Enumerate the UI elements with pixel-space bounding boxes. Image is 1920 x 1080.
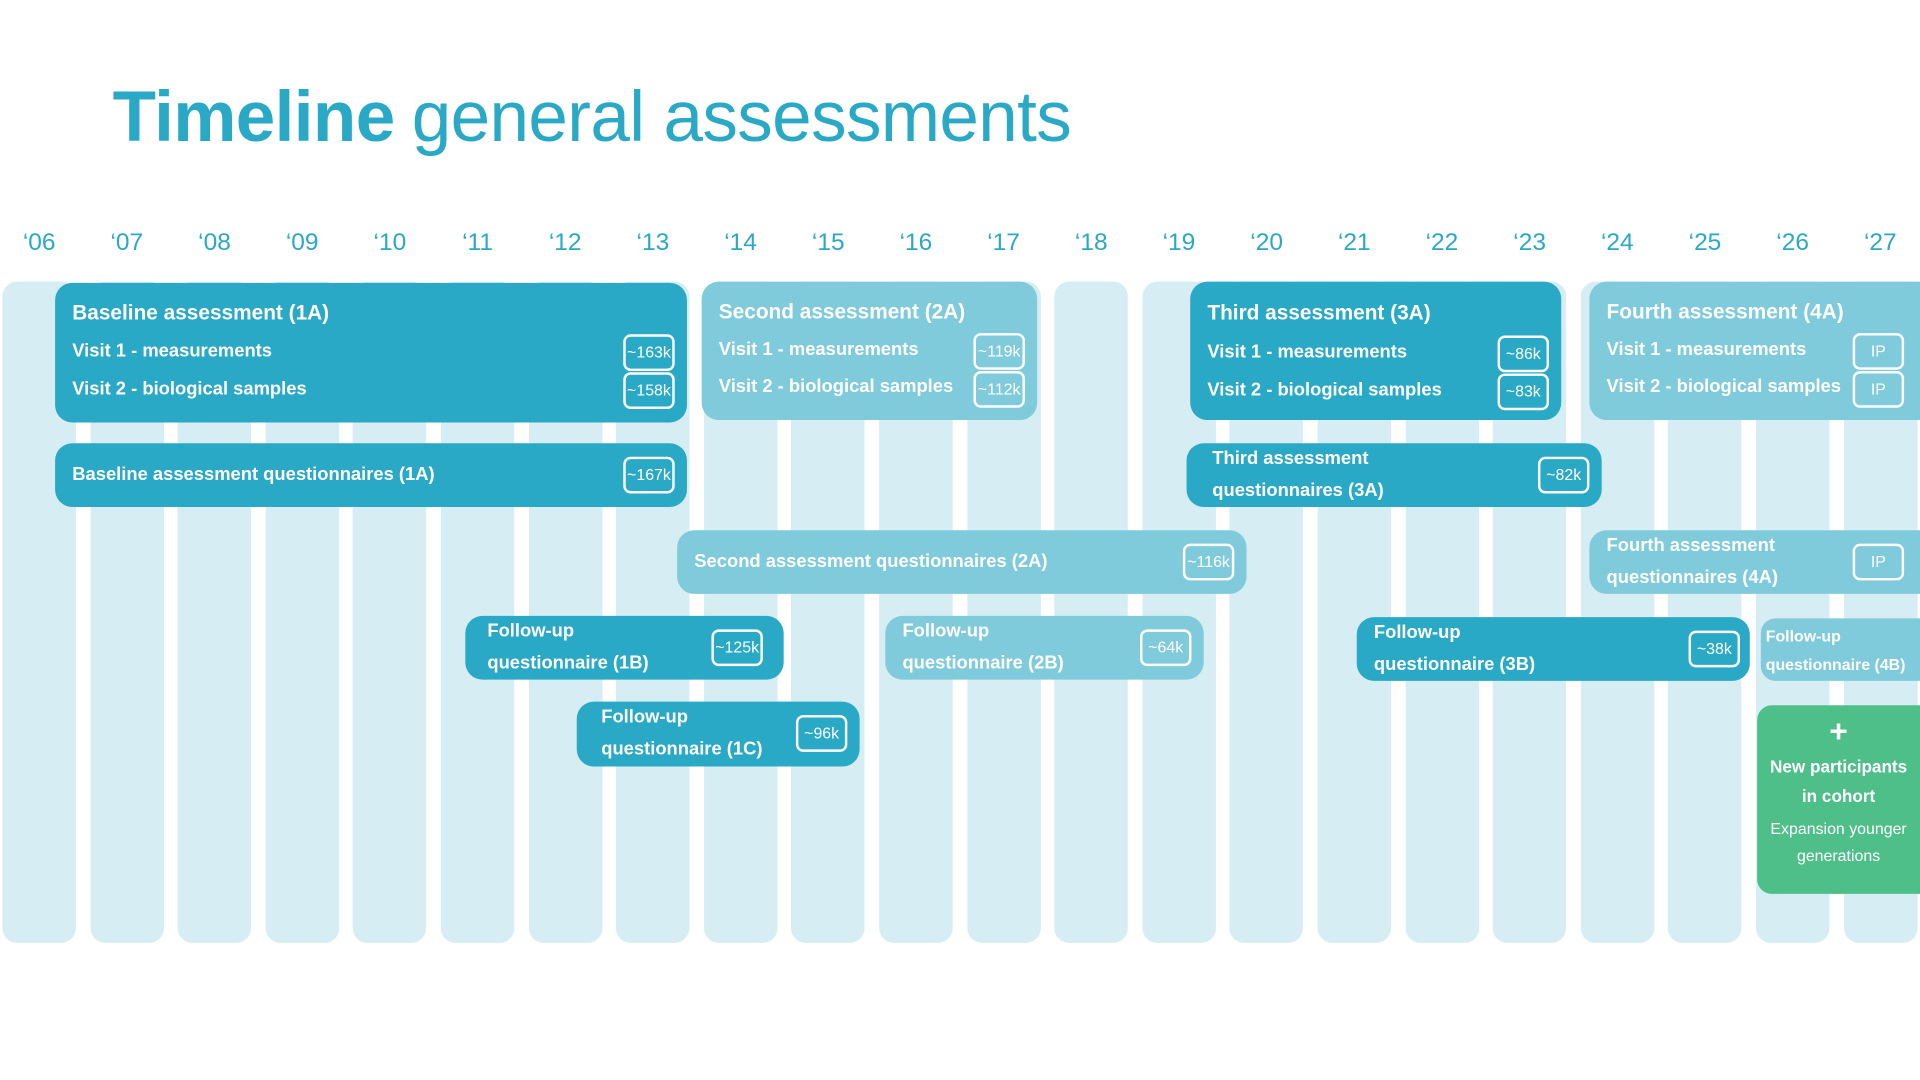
year-label: ‘08 <box>198 228 231 256</box>
title-rest: general assessments <box>411 77 1072 157</box>
year-label: ‘26 <box>1776 228 1810 256</box>
year-label: ‘21 <box>1337 228 1371 256</box>
box-label-line2: questionnaires (3A) <box>1212 480 1384 501</box>
box-label-line1: Follow-up <box>601 706 688 728</box>
year-label: ‘12 <box>548 228 582 256</box>
baseline-assessment-box: Baseline assessment (1A) Visit 1 - measu… <box>55 282 687 423</box>
second-questionnaires-box: Second assessment questionnaires (2A) ~1… <box>677 530 1247 594</box>
year-label: ‘15 <box>811 228 845 256</box>
box-label-line1: Follow-up <box>902 620 990 642</box>
year-label: ‘19 <box>1162 228 1196 256</box>
page-title: Timeline general assessments <box>113 76 1072 158</box>
third-assessment-box: Third assessment (3A) Visit 1 - measurem… <box>1190 281 1562 421</box>
status-badge: IP <box>1852 371 1905 408</box>
box-label-line2: questionnaire (3B) <box>1373 653 1536 675</box>
new-participants-box: + New participants in cohort Expansion yo… <box>1757 705 1920 894</box>
visit1-label: Visit 1 - measurements <box>72 340 273 362</box>
count-badge: ~83k <box>1497 373 1549 411</box>
title-bold: Timeline <box>112 77 396 157</box>
count-badge: ~112k <box>973 371 1025 408</box>
visit2-label: Visit 2 - biological samples <box>1606 375 1841 397</box>
year-label: ‘20 <box>1250 228 1283 256</box>
followup-1b-box: Follow-up questionnaire (1B) ~125k <box>465 615 784 680</box>
fourth-questionnaires-box: Fourth assessment questionnaires (4A) IP <box>1589 530 1920 594</box>
box-label-line2: questionnaire (1B) <box>487 652 649 674</box>
count-badge: ~64k <box>1140 629 1192 667</box>
count-badge: ~116k <box>1182 543 1235 581</box>
third-questionnaires-box: Third assessment questionnaires (3A) ~82k <box>1186 443 1602 507</box>
box-label-line1: Follow-up <box>487 620 575 642</box>
count-badge: ~82k <box>1537 456 1590 494</box>
year-label: ‘13 <box>636 228 670 256</box>
followup-2b-box: Follow-up questionnaire (2B) ~64k <box>885 615 1204 680</box>
count-badge: ~38k <box>1688 630 1741 668</box>
count-badge: ~158k <box>623 372 675 409</box>
plus-icon: + <box>1829 712 1848 750</box>
box-label-line1: Third assessment <box>1212 448 1369 469</box>
status-badge: IP <box>1852 333 1905 370</box>
year-label: ‘18 <box>1074 228 1108 256</box>
followup-3b-box: Follow-up questionnaire (3B) ~38k <box>1356 617 1750 681</box>
count-badge: ~163k <box>623 334 675 372</box>
status-badge: IP <box>1852 543 1905 581</box>
count-badge: ~96k <box>795 715 848 752</box>
year-label: ‘14 <box>724 228 757 256</box>
year-label: ‘06 <box>22 228 56 256</box>
new-participants-line1: New participants <box>1769 756 1908 777</box>
box-title: Second assessment (2A) <box>718 300 966 324</box>
year-label: ‘10 <box>373 228 407 256</box>
year-label: ‘09 <box>285 228 319 256</box>
visit2-label: Visit 2 - biological samples <box>72 378 307 400</box>
box-label-line1: Follow-up <box>1373 622 1461 643</box>
visit1-label: Visit 1 - measurements <box>1207 341 1408 363</box>
box-label-line2: questionnaire (1C) <box>601 738 763 760</box>
year-label: ‘16 <box>899 228 933 256</box>
box-label-line2: questionnaires (4A) <box>1606 566 1779 588</box>
year-label: ‘24 <box>1600 228 1634 256</box>
count-badge: ~167k <box>623 456 675 494</box>
year-label: ‘25 <box>1688 228 1722 256</box>
box-label: Baseline assessment questionnaires (1A) <box>72 464 435 485</box>
new-participants-line2: in cohort <box>1801 786 1876 806</box>
box-label-line2: questionnaire (4B) <box>1765 655 1906 674</box>
count-badge: ~125k <box>711 629 763 667</box>
year-column <box>1054 281 1128 943</box>
followup-1c-box: Follow-up questionnaire (1C) ~96k <box>576 701 860 767</box>
followup-4b-box: Follow-up questionnaire (4B) <box>1760 618 1920 681</box>
visit1-label: Visit 1 - measurements <box>1606 339 1807 361</box>
box-title: Fourth assessment (4A) <box>1606 300 1844 324</box>
count-badge: ~86k <box>1497 335 1549 373</box>
visit1-label: Visit 1 - measurements <box>718 339 919 361</box>
box-label-line1: Fourth assessment <box>1606 535 1775 556</box>
box-title: Third assessment (3A) <box>1207 301 1431 325</box>
visit2-label: Visit 2 - biological samples <box>718 375 954 397</box>
year-label: ‘17 <box>987 228 1020 256</box>
fourth-assessment-box: Fourth assessment (4A) Visit 1 - measure… <box>1589 281 1920 421</box>
year-label: ‘27 <box>1863 228 1897 256</box>
box-title: Baseline assessment (1A) <box>72 301 330 325</box>
year-label: ‘23 <box>1513 228 1546 256</box>
box-label-line2: questionnaire (2B) <box>902 652 1064 674</box>
box-label: Second assessment questionnaires (2A) <box>694 551 1048 572</box>
year-label: ‘07 <box>110 228 144 256</box>
box-label-line1: Follow-up <box>1765 626 1841 646</box>
subtitle-line2: generations <box>1796 846 1881 865</box>
visit2-label: Visit 2 - biological samples <box>1207 379 1442 401</box>
baseline-questionnaires-box: Baseline assessment questionnaires (1A) … <box>55 443 687 507</box>
year-label: ‘11 <box>462 228 493 256</box>
count-badge: ~119k <box>973 333 1025 370</box>
subtitle-line1: Expansion younger <box>1770 819 1907 838</box>
second-assessment-box: Second assessment (2A) Visit 1 - measure… <box>701 281 1038 421</box>
year-label: ‘22 <box>1425 228 1459 256</box>
